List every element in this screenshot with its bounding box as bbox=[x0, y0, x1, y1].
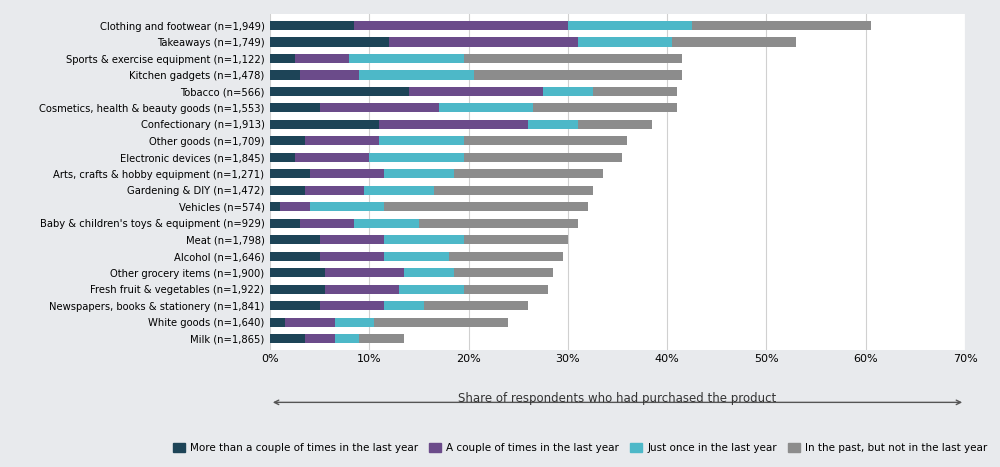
Bar bbox=[320, 235, 384, 244]
Bar bbox=[320, 301, 384, 310]
Bar bbox=[419, 219, 578, 228]
Bar bbox=[543, 87, 593, 96]
Bar bbox=[379, 120, 528, 129]
Bar bbox=[270, 170, 310, 178]
Bar bbox=[285, 318, 335, 327]
Bar bbox=[374, 318, 508, 327]
Bar bbox=[464, 153, 622, 162]
Bar bbox=[454, 170, 603, 178]
Bar bbox=[434, 186, 593, 195]
Bar bbox=[295, 153, 369, 162]
Bar bbox=[369, 153, 464, 162]
Bar bbox=[310, 202, 384, 212]
Bar bbox=[325, 285, 399, 294]
Bar bbox=[424, 301, 528, 310]
Bar bbox=[359, 334, 404, 343]
Bar bbox=[672, 37, 796, 47]
Bar bbox=[354, 219, 419, 228]
Bar bbox=[295, 54, 349, 63]
Bar bbox=[320, 252, 384, 261]
Bar bbox=[280, 202, 310, 212]
Bar bbox=[270, 21, 354, 30]
Bar bbox=[454, 268, 553, 277]
Bar bbox=[464, 285, 548, 294]
Bar bbox=[270, 87, 409, 96]
Bar bbox=[270, 153, 295, 162]
Bar bbox=[359, 71, 474, 79]
Bar bbox=[270, 186, 305, 195]
Bar bbox=[300, 219, 354, 228]
Bar bbox=[270, 219, 300, 228]
Bar bbox=[404, 268, 454, 277]
Bar bbox=[464, 54, 682, 63]
Bar bbox=[578, 120, 652, 129]
Bar bbox=[270, 37, 389, 47]
Bar bbox=[320, 103, 439, 113]
Legend: More than a couple of times in the last year, A couple of times in the last year: More than a couple of times in the last … bbox=[168, 439, 992, 457]
Bar bbox=[310, 170, 384, 178]
Bar bbox=[364, 186, 434, 195]
Bar bbox=[464, 136, 627, 145]
Bar bbox=[270, 285, 325, 294]
Bar bbox=[568, 21, 692, 30]
Bar bbox=[389, 37, 578, 47]
Bar bbox=[449, 252, 563, 261]
Bar bbox=[270, 136, 305, 145]
Bar bbox=[354, 21, 568, 30]
Bar bbox=[325, 268, 404, 277]
Bar bbox=[692, 21, 871, 30]
Bar bbox=[409, 87, 543, 96]
Bar bbox=[384, 301, 424, 310]
Bar bbox=[578, 37, 672, 47]
Bar bbox=[379, 136, 464, 145]
Bar bbox=[384, 235, 464, 244]
Bar bbox=[270, 54, 295, 63]
Bar bbox=[335, 318, 374, 327]
Bar bbox=[384, 170, 454, 178]
Bar bbox=[533, 103, 677, 113]
Bar bbox=[305, 186, 364, 195]
Bar bbox=[270, 120, 379, 129]
Bar bbox=[474, 71, 682, 79]
Bar bbox=[270, 103, 320, 113]
Bar bbox=[270, 71, 300, 79]
Bar bbox=[270, 202, 280, 212]
Bar bbox=[270, 235, 320, 244]
Bar bbox=[528, 120, 578, 129]
Bar bbox=[270, 318, 285, 327]
Bar bbox=[349, 54, 464, 63]
Bar bbox=[384, 252, 449, 261]
Bar bbox=[384, 202, 588, 212]
Bar bbox=[300, 71, 359, 79]
Bar bbox=[270, 252, 320, 261]
Bar bbox=[270, 268, 325, 277]
Text: Share of respondents who had purchased the product: Share of respondents who had purchased t… bbox=[458, 392, 777, 405]
Bar bbox=[305, 334, 335, 343]
Bar bbox=[439, 103, 533, 113]
Bar bbox=[335, 334, 359, 343]
Bar bbox=[593, 87, 677, 96]
Bar bbox=[270, 301, 320, 310]
Bar bbox=[305, 136, 379, 145]
Bar bbox=[399, 285, 464, 294]
Bar bbox=[270, 334, 305, 343]
Bar bbox=[464, 235, 568, 244]
